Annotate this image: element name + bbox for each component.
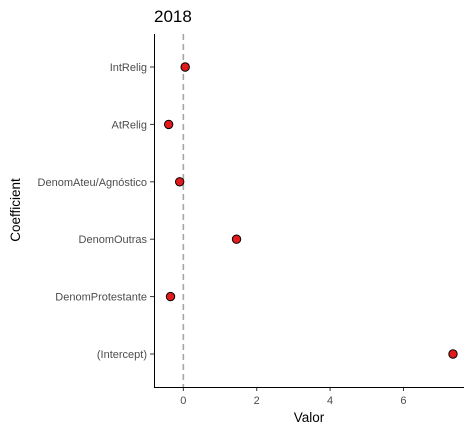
- y-axis-ticks: (Intercept) DenomProtestante DenomOutras De…: [38, 62, 154, 361]
- chart-title: 2018: [154, 7, 192, 26]
- data-point: [174, 177, 185, 187]
- data-point: [163, 119, 174, 130]
- data-point: [448, 349, 458, 359]
- x-tick-label: 4: [327, 395, 333, 407]
- x-axis-title: Valor: [294, 410, 325, 425]
- y-tick-label: AtRelig: [112, 119, 147, 131]
- x-axis-ticks: 0 2 4 6: [180, 387, 407, 407]
- y-axis-title: Coefficient: [8, 178, 23, 242]
- x-tick-label: 0: [180, 395, 186, 407]
- y-tick-label: DenomProtestante: [55, 292, 147, 304]
- x-tick-label: 6: [400, 395, 406, 407]
- data-point: [165, 291, 176, 302]
- x-tick-label: 2: [254, 395, 260, 407]
- y-tick-label: (Intercept): [97, 349, 147, 361]
- y-tick-label: IntRelig: [110, 62, 147, 74]
- y-tick-label: DenomOutras: [79, 234, 148, 246]
- data-points: [163, 62, 458, 359]
- y-tick-label: DenomAteu/Agnóstico: [38, 177, 147, 189]
- data-point: [180, 62, 190, 72]
- data-point: [231, 234, 242, 244]
